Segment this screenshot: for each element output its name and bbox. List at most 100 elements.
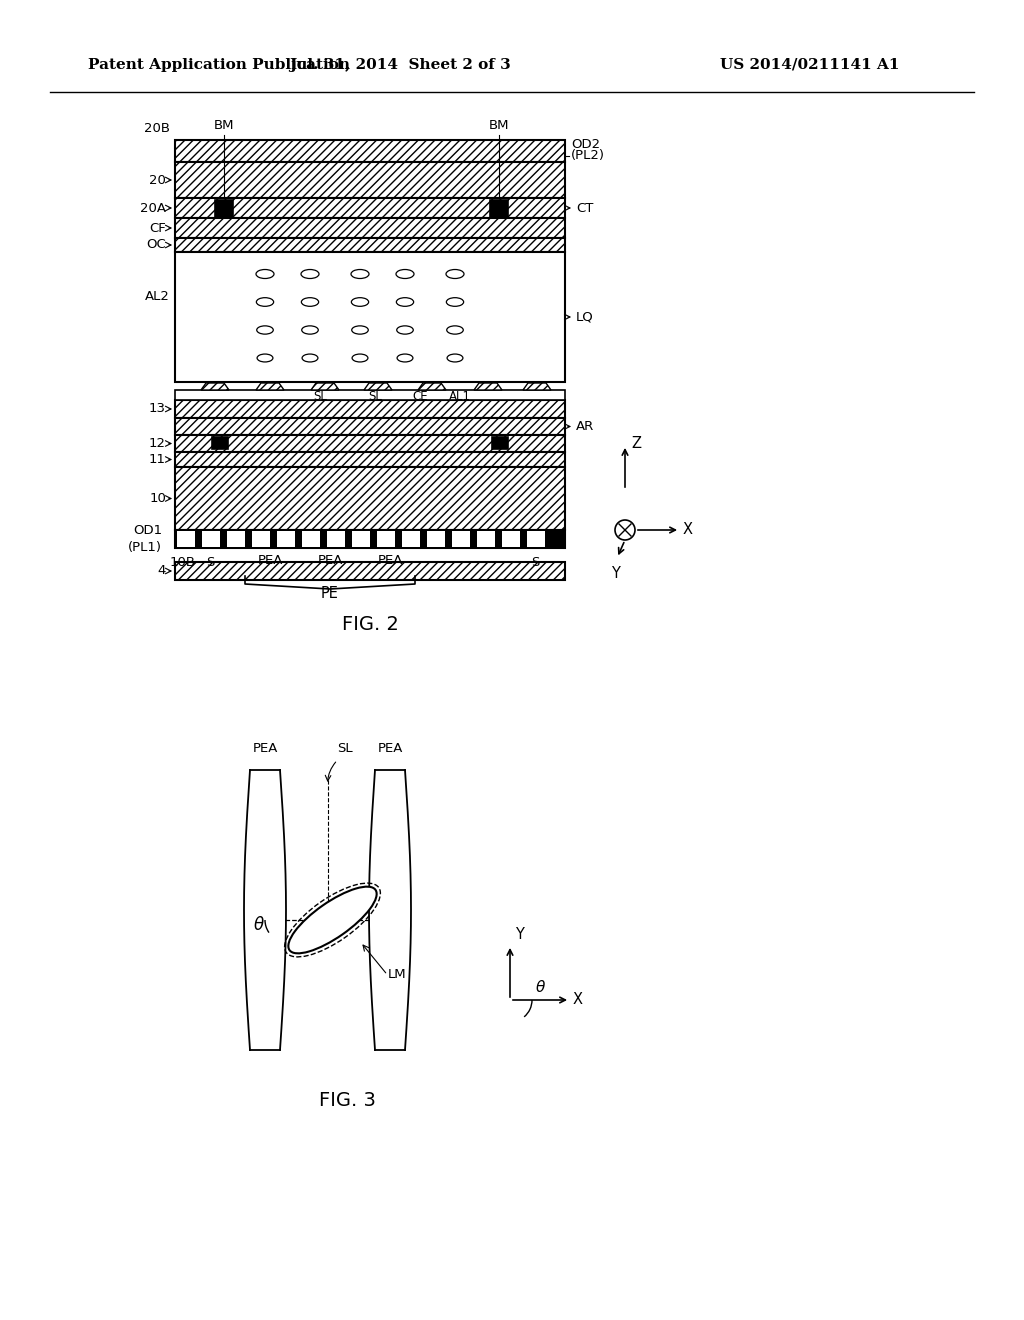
Text: 10B: 10B — [170, 557, 196, 569]
Bar — [502, 531, 520, 546]
Text: Jul. 31, 2014  Sheet 2 of 3: Jul. 31, 2014 Sheet 2 of 3 — [289, 58, 511, 73]
Text: S: S — [530, 557, 540, 569]
Text: FIG. 2: FIG. 2 — [342, 615, 398, 635]
Text: OD1
(PL1): OD1 (PL1) — [128, 524, 162, 553]
Ellipse shape — [446, 298, 464, 306]
Ellipse shape — [302, 326, 318, 334]
Text: AL2: AL2 — [145, 290, 170, 304]
Ellipse shape — [396, 326, 414, 334]
Ellipse shape — [302, 354, 317, 362]
Bar — [452, 531, 470, 546]
Bar — [175, 467, 565, 531]
Text: 12: 12 — [150, 437, 166, 450]
Bar — [175, 562, 565, 579]
Text: PEA: PEA — [317, 553, 343, 566]
Bar — [377, 531, 395, 546]
Text: PEA: PEA — [377, 742, 402, 755]
Bar — [202, 531, 220, 546]
Ellipse shape — [351, 269, 369, 279]
Polygon shape — [244, 770, 286, 1049]
Polygon shape — [311, 383, 339, 389]
Text: BM: BM — [488, 119, 509, 132]
Text: Y: Y — [610, 566, 620, 581]
Bar — [175, 451, 565, 467]
Text: 10: 10 — [150, 492, 166, 506]
Bar — [227, 531, 245, 546]
Polygon shape — [474, 383, 502, 389]
Text: BM: BM — [214, 119, 234, 132]
Ellipse shape — [351, 326, 369, 334]
Text: PEA: PEA — [257, 553, 283, 566]
Ellipse shape — [256, 298, 273, 306]
Text: OD2: OD2 — [571, 139, 600, 152]
Polygon shape — [364, 383, 392, 389]
Ellipse shape — [257, 326, 273, 334]
Text: PEA: PEA — [377, 553, 402, 566]
Ellipse shape — [446, 269, 464, 279]
Bar — [302, 531, 319, 546]
Bar — [175, 418, 565, 436]
Circle shape — [615, 520, 635, 540]
Text: SL: SL — [313, 389, 327, 403]
Bar — [477, 531, 495, 546]
Ellipse shape — [446, 326, 463, 334]
Bar — [175, 252, 565, 381]
Text: PEA: PEA — [252, 742, 278, 755]
Ellipse shape — [301, 298, 318, 306]
Bar — [175, 389, 565, 400]
Ellipse shape — [396, 269, 414, 279]
Text: X: X — [573, 993, 583, 1007]
Ellipse shape — [256, 269, 274, 279]
Bar — [175, 436, 565, 451]
Text: 20B: 20B — [144, 121, 170, 135]
Bar — [327, 531, 345, 546]
Bar — [175, 162, 565, 198]
Text: SL: SL — [338, 742, 353, 755]
Text: LQ: LQ — [575, 310, 594, 323]
Bar — [177, 531, 195, 546]
Bar — [492, 437, 508, 449]
Ellipse shape — [397, 354, 413, 362]
Text: 20: 20 — [150, 173, 166, 186]
Text: Patent Application Publication: Patent Application Publication — [88, 58, 350, 73]
Bar — [427, 531, 445, 546]
Polygon shape — [523, 383, 551, 389]
Ellipse shape — [289, 887, 377, 953]
Bar — [175, 238, 565, 252]
Bar — [490, 201, 508, 218]
Bar — [352, 531, 370, 546]
Text: Z: Z — [631, 436, 641, 450]
Bar — [175, 531, 565, 548]
Bar — [527, 531, 545, 546]
Bar — [402, 531, 420, 546]
Bar — [175, 400, 565, 418]
Text: AR: AR — [575, 420, 594, 433]
Text: θ: θ — [254, 916, 264, 935]
Polygon shape — [418, 383, 446, 389]
Ellipse shape — [352, 354, 368, 362]
Text: 4: 4 — [158, 565, 166, 578]
Text: 11: 11 — [150, 453, 166, 466]
Text: AL1: AL1 — [449, 389, 471, 403]
Bar — [175, 140, 565, 162]
Bar — [252, 531, 270, 546]
Text: FIG. 3: FIG. 3 — [319, 1090, 376, 1110]
Polygon shape — [256, 383, 284, 389]
Text: CF: CF — [150, 222, 166, 235]
Ellipse shape — [301, 269, 319, 279]
Text: S: S — [206, 557, 214, 569]
Bar — [215, 201, 233, 218]
Text: 20A: 20A — [140, 202, 166, 214]
Text: US 2014/0211141 A1: US 2014/0211141 A1 — [720, 58, 899, 73]
Text: CE: CE — [413, 389, 428, 403]
Polygon shape — [201, 383, 229, 389]
Text: SL: SL — [368, 389, 382, 403]
Text: X: X — [683, 523, 693, 537]
Polygon shape — [369, 770, 411, 1049]
Text: PE: PE — [322, 586, 339, 601]
Text: OC: OC — [146, 239, 166, 252]
Ellipse shape — [351, 298, 369, 306]
Text: (PL2): (PL2) — [571, 149, 605, 162]
Text: Y: Y — [515, 927, 524, 942]
Text: θ: θ — [536, 981, 546, 995]
